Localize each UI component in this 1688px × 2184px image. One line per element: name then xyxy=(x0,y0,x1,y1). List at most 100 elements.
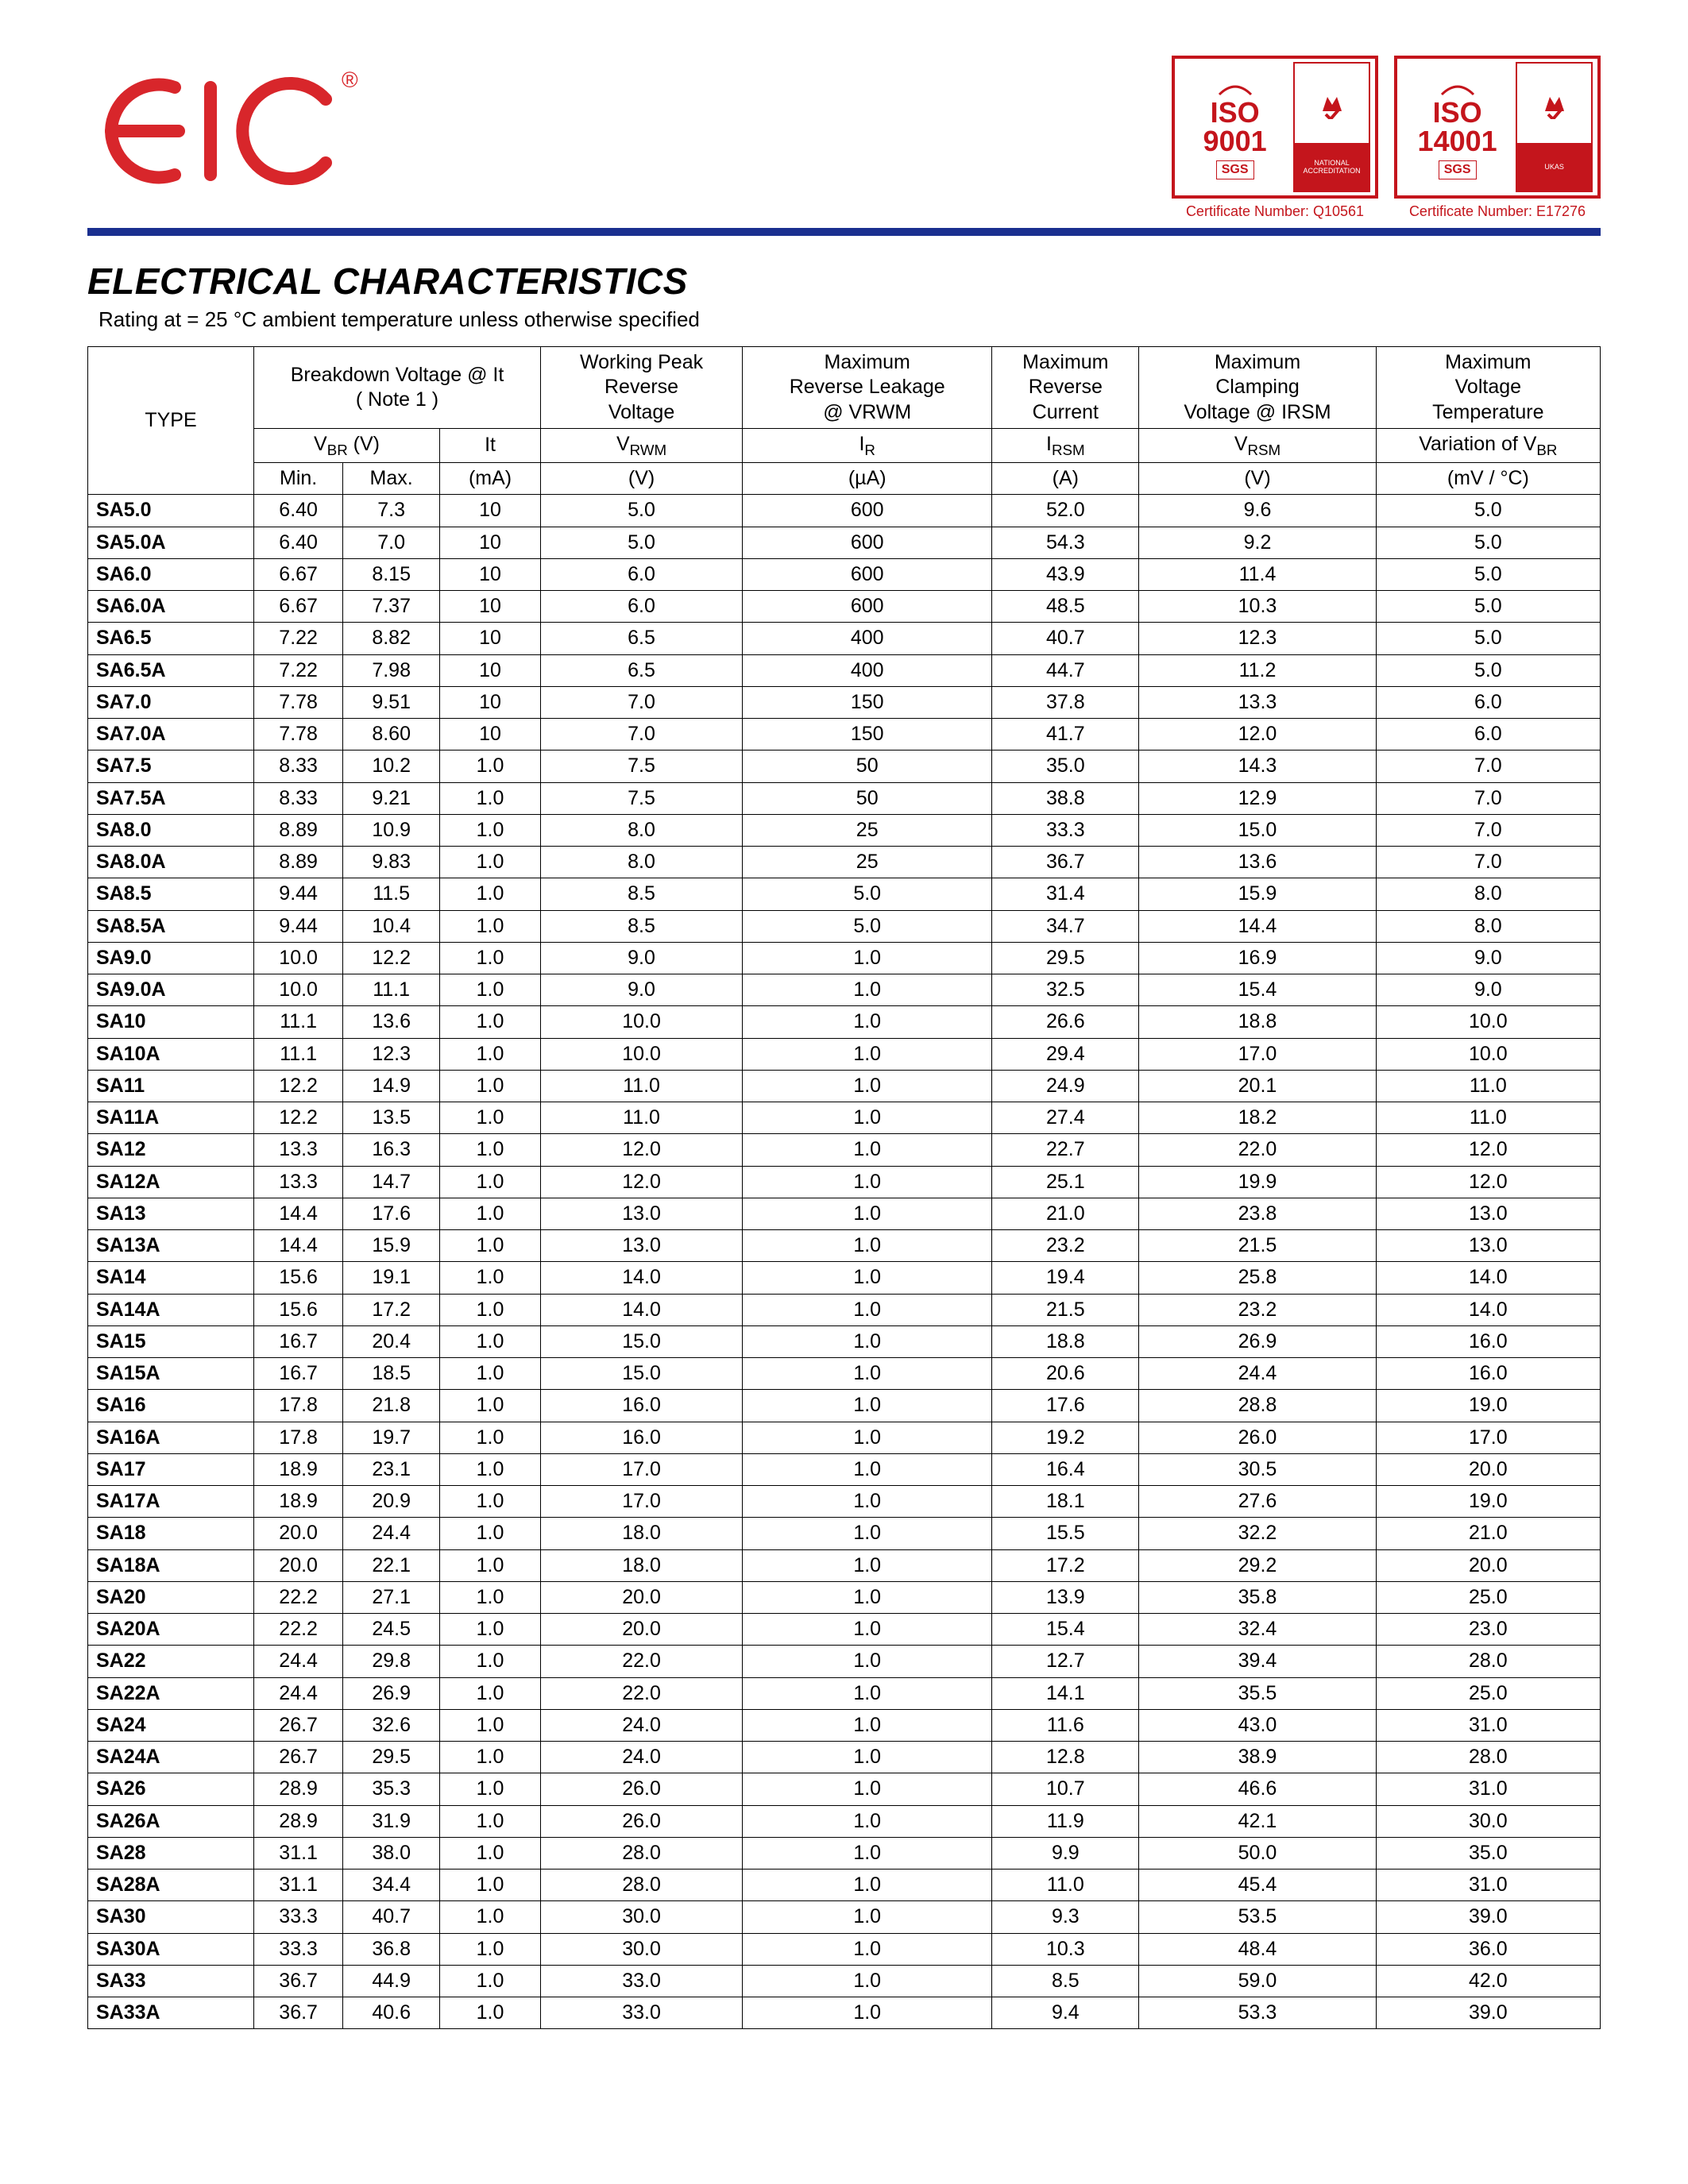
cell-vrsm: 12.0 xyxy=(1139,719,1376,751)
crown-check-icon xyxy=(1539,87,1570,119)
cell-ir: 1.0 xyxy=(743,1070,992,1102)
cell-max: 8.60 xyxy=(343,719,440,751)
cell-vrwm: 9.0 xyxy=(541,974,743,1006)
cell-it: 1.0 xyxy=(440,1742,541,1773)
cell-vrsm: 15.9 xyxy=(1139,878,1376,910)
cell-max: 36.8 xyxy=(343,1933,440,1965)
cell-vrwm: 6.0 xyxy=(541,558,743,590)
cell-type: SA30A xyxy=(88,1933,254,1965)
cell-min: 36.7 xyxy=(254,1965,343,1997)
cell-vrwm: 6.0 xyxy=(541,591,743,623)
cell-mvt: 17.0 xyxy=(1376,1422,1600,1453)
cell-irsm: 40.7 xyxy=(992,623,1139,654)
cell-vrsm: 14.3 xyxy=(1139,751,1376,782)
cell-ir: 1.0 xyxy=(743,1166,992,1198)
cell-mvt: 5.0 xyxy=(1376,527,1600,558)
cell-type: SA8.0A xyxy=(88,847,254,878)
cell-irsm: 32.5 xyxy=(992,974,1139,1006)
cell-max: 10.9 xyxy=(343,814,440,846)
cell-max: 24.5 xyxy=(343,1614,440,1646)
cell-min: 31.1 xyxy=(254,1870,343,1901)
col-wprv: Working Peak Reverse Voltage xyxy=(541,347,743,429)
cell-it: 1.0 xyxy=(440,1549,541,1581)
cell-irsm: 26.6 xyxy=(992,1006,1139,1038)
cell-max: 11.5 xyxy=(343,878,440,910)
table-row: SA30A33.336.81.030.01.010.348.436.0 xyxy=(88,1933,1601,1965)
cell-max: 8.15 xyxy=(343,558,440,590)
col-vrwm: VRWM xyxy=(541,428,743,462)
cell-ir: 25 xyxy=(743,847,992,878)
cell-type: SA20A xyxy=(88,1614,254,1646)
table-row: SA6.5A7.227.98106.540044.711.25.0 xyxy=(88,654,1601,686)
cell-it: 1.0 xyxy=(440,1805,541,1837)
cell-it: 1.0 xyxy=(440,1198,541,1229)
cell-mvt: 42.0 xyxy=(1376,1965,1600,1997)
table-row: SA1516.720.41.015.01.018.826.916.0 xyxy=(88,1325,1601,1357)
cell-irsm: 10.7 xyxy=(992,1773,1139,1805)
table-row: SA7.5A8.339.211.07.55038.812.97.0 xyxy=(88,782,1601,814)
cell-vrwm: 5.0 xyxy=(541,527,743,558)
cell-mvt: 12.0 xyxy=(1376,1134,1600,1166)
cert-caption: Certificate Number: E17276 xyxy=(1409,203,1586,220)
cell-vrwm: 16.0 xyxy=(541,1390,743,1422)
page-subtitle: Rating at = 25 °C ambient temperature un… xyxy=(87,307,1601,332)
cell-mvt: 14.0 xyxy=(1376,1262,1600,1294)
cell-it: 1.0 xyxy=(440,1901,541,1933)
cell-vrsm: 22.0 xyxy=(1139,1134,1376,1166)
cell-min: 8.33 xyxy=(254,782,343,814)
table-row: SA15A16.718.51.015.01.020.624.416.0 xyxy=(88,1358,1601,1390)
cell-vrsm: 32.2 xyxy=(1139,1518,1376,1549)
characteristics-table: TYPE Breakdown Voltage @ It ( Note 1 ) W… xyxy=(87,346,1601,2029)
cell-ir: 1.0 xyxy=(743,1742,992,1773)
cell-vrsm: 38.9 xyxy=(1139,1742,1376,1773)
cell-it: 10 xyxy=(440,527,541,558)
cell-mvt: 28.0 xyxy=(1376,1742,1600,1773)
cell-vrsm: 13.6 xyxy=(1139,847,1376,878)
cell-type: SA24A xyxy=(88,1742,254,1773)
cell-irsm: 9.9 xyxy=(992,1837,1139,1869)
cell-ir: 400 xyxy=(743,654,992,686)
table-row: SA1617.821.81.016.01.017.628.819.0 xyxy=(88,1390,1601,1422)
cell-type: SA20 xyxy=(88,1581,254,1613)
cell-min: 16.7 xyxy=(254,1325,343,1357)
cell-mvt: 11.0 xyxy=(1376,1070,1600,1102)
cell-min: 31.1 xyxy=(254,1837,343,1869)
cell-vrwm: 16.0 xyxy=(541,1422,743,1453)
cell-min: 7.22 xyxy=(254,623,343,654)
col-mrl: Maximum Reverse Leakage @ VRWM xyxy=(743,347,992,429)
cert-badge-iso9001: ISO 9001 SGS NATIONAL ACCREDITATION Cert… xyxy=(1172,56,1378,220)
cell-vrwm: 9.0 xyxy=(541,942,743,974)
col-mvt-unit: (mV / °C) xyxy=(1376,463,1600,495)
cell-vrwm: 13.0 xyxy=(541,1198,743,1229)
cell-ir: 600 xyxy=(743,591,992,623)
cell-vrsm: 32.4 xyxy=(1139,1614,1376,1646)
divider-bar xyxy=(87,228,1601,236)
cell-max: 7.0 xyxy=(343,527,440,558)
cell-ir: 1.0 xyxy=(743,1134,992,1166)
cell-mvt: 7.0 xyxy=(1376,782,1600,814)
cell-it: 1.0 xyxy=(440,751,541,782)
table-row: SA20A22.224.51.020.01.015.432.423.0 xyxy=(88,1614,1601,1646)
cell-ir: 1.0 xyxy=(743,1933,992,1965)
cell-it: 10 xyxy=(440,686,541,718)
cell-ir: 600 xyxy=(743,527,992,558)
cell-max: 18.5 xyxy=(343,1358,440,1390)
table-row: SA11A12.213.51.011.01.027.418.211.0 xyxy=(88,1102,1601,1134)
cell-type: SA11A xyxy=(88,1102,254,1134)
cell-type: SA13 xyxy=(88,1198,254,1229)
cell-max: 15.9 xyxy=(343,1230,440,1262)
cell-irsm: 36.7 xyxy=(992,847,1139,878)
cell-irsm: 22.7 xyxy=(992,1134,1139,1166)
subtitle-prefix: Rating at = 25 xyxy=(98,307,234,331)
cell-irsm: 19.4 xyxy=(992,1262,1139,1294)
cell-type: SA22A xyxy=(88,1677,254,1709)
cell-max: 20.9 xyxy=(343,1486,440,1518)
laurel-icon xyxy=(1438,75,1477,98)
cell-it: 1.0 xyxy=(440,1294,541,1325)
cell-min: 13.3 xyxy=(254,1134,343,1166)
page-title: ELECTRICAL CHARACTERISTICS xyxy=(87,260,1601,303)
cell-vrsm: 20.1 xyxy=(1139,1070,1376,1102)
cell-it: 1.0 xyxy=(440,1134,541,1166)
cell-ir: 400 xyxy=(743,623,992,654)
cell-vrsm: 15.0 xyxy=(1139,814,1376,846)
